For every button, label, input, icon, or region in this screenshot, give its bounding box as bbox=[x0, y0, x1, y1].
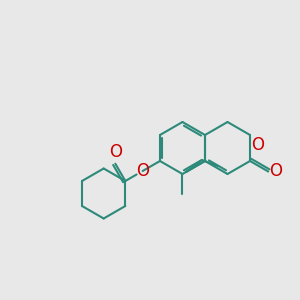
Text: O: O bbox=[269, 163, 282, 181]
Text: O: O bbox=[109, 143, 122, 161]
Text: O: O bbox=[251, 136, 264, 154]
Text: O: O bbox=[136, 162, 149, 180]
